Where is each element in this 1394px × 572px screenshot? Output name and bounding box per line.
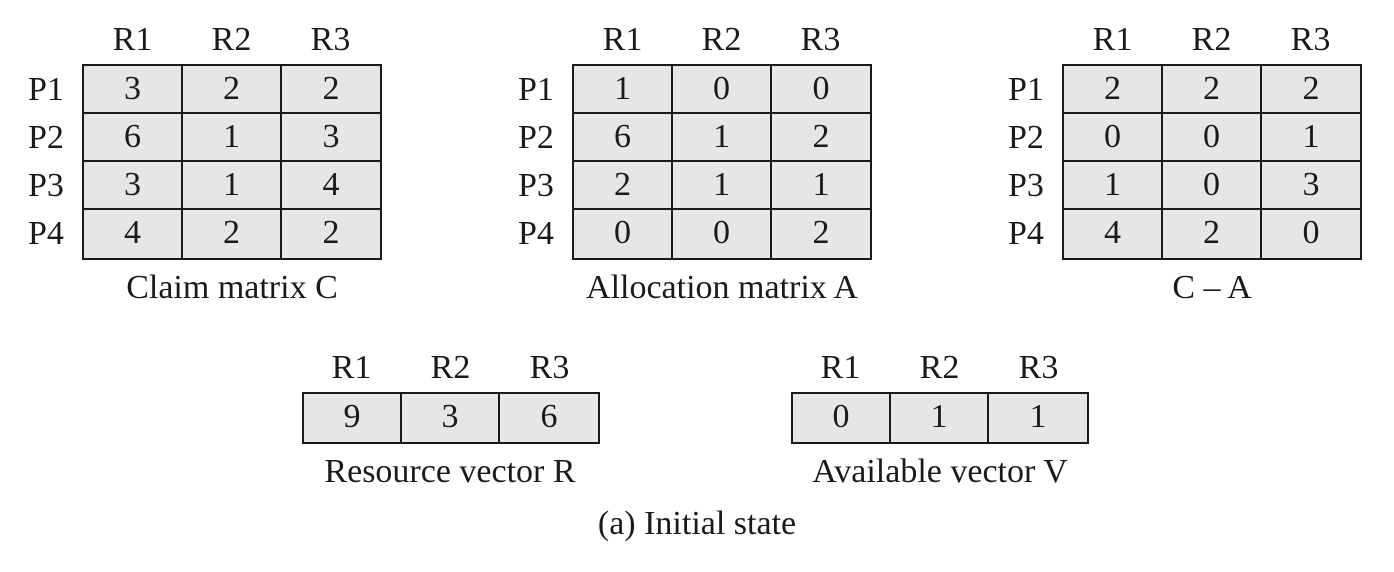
allocation-matrix-grid: 1 0 0 6 1 2 2 1 1 0 0 2 xyxy=(572,64,872,260)
allocation-matrix-column-headers: R1 R2 R3 xyxy=(573,20,871,60)
row-label-p2: P2 xyxy=(28,119,64,156)
row-label-p1: P1 xyxy=(28,71,64,108)
matrix-cell: 2 xyxy=(183,66,282,114)
matrix-cell: 0 xyxy=(1302,214,1320,251)
column-header-r2: R2 xyxy=(430,349,471,386)
column-header-r2: R2 xyxy=(211,21,252,58)
vector-cell: 6 xyxy=(540,398,558,435)
matrix-cell: 1 xyxy=(673,114,772,162)
matrix-cell: 4 xyxy=(84,210,183,258)
matrix-cell: 1 xyxy=(574,66,673,114)
matrix-cell: 2 xyxy=(1262,66,1360,114)
claim-matrix-column-headers: R1 R2 R3 xyxy=(83,20,381,60)
need-matrix-column-headers: R1 R2 R3 xyxy=(1063,20,1361,60)
column-header-r1: R1 xyxy=(1092,21,1133,58)
matrix-cell: 0 xyxy=(673,210,772,258)
resource-vector-column-headers: R1 R2 R3 xyxy=(302,348,600,388)
matrix-cell: 2 xyxy=(282,66,380,114)
row-label-p3: P3 xyxy=(1008,167,1044,204)
row-label-p3: P3 xyxy=(518,167,554,204)
matrix-cell: 0 xyxy=(1064,114,1163,162)
figure-caption: (a) Initial state xyxy=(597,505,797,542)
column-header-r3: R3 xyxy=(800,21,841,58)
vector-cell: 3 xyxy=(402,394,500,442)
matrix-cell: 3 xyxy=(282,114,380,162)
column-header-r1: R1 xyxy=(820,349,861,386)
matrix-cell: 0 xyxy=(673,66,772,114)
matrix-cell: 2 xyxy=(1163,66,1262,114)
matrix-cell: 0 xyxy=(772,66,870,114)
available-vector-caption: Available vector V xyxy=(812,453,1068,490)
matrix-cell: 0 xyxy=(574,210,673,258)
column-header-r2: R2 xyxy=(919,349,960,386)
column-header-r2: R2 xyxy=(701,21,742,58)
matrix-cell: 0 xyxy=(1163,114,1262,162)
allocation-matrix-caption: Allocation matrix A xyxy=(586,269,858,306)
resource-vector-grid: 9 3 6 xyxy=(302,392,600,444)
claim-matrix-block: R1 R2 R3 P1 P2 P3 P4 3 2 2 6 1 3 3 1 4 4… xyxy=(0,0,400,320)
column-header-r1: R1 xyxy=(331,349,372,386)
column-header-r3: R3 xyxy=(1018,349,1059,386)
matrix-cell: 3 xyxy=(84,66,183,114)
matrix-cell: 6 xyxy=(574,114,673,162)
vector-cell: 1 xyxy=(891,394,989,442)
available-vector-block: R1 R2 R3 0 1 1 Available vector V xyxy=(791,348,1089,490)
matrix-cell: 2 xyxy=(1163,210,1262,258)
matrix-cell: 1 xyxy=(772,162,870,210)
matrix-cell: 4 xyxy=(1064,210,1163,258)
matrix-cell: 2 xyxy=(772,114,870,162)
need-matrix-grid: 2 2 2 0 0 1 1 0 3 4 2 0 xyxy=(1062,64,1362,260)
column-header-r1: R1 xyxy=(602,21,643,58)
row-label-p1: P1 xyxy=(1008,71,1044,108)
matrix-cell: 1 xyxy=(1064,162,1163,210)
vector-cell: 1 xyxy=(1029,398,1047,435)
allocation-matrix-block: R1 R2 R3 P1 P2 P3 P4 1 0 0 6 1 2 2 1 1 0… xyxy=(0,0,900,320)
matrix-cell: 3 xyxy=(84,162,183,210)
matrix-cell: 1 xyxy=(183,162,282,210)
matrix-cell: 1 xyxy=(1262,114,1360,162)
matrix-cell: 6 xyxy=(84,114,183,162)
row-label-p2: P2 xyxy=(518,119,554,156)
matrix-cell: 2 xyxy=(574,162,673,210)
row-label-p4: P4 xyxy=(28,215,64,252)
matrix-cell: 3 xyxy=(1262,162,1360,210)
matrix-cell: 2 xyxy=(1064,66,1163,114)
matrix-cell: 1 xyxy=(183,114,282,162)
claim-matrix-caption: Claim matrix C xyxy=(126,269,338,306)
vector-cell: 0 xyxy=(793,394,891,442)
need-matrix-caption: C – A xyxy=(1172,269,1252,306)
matrix-cell: 2 xyxy=(322,214,340,251)
row-label-p4: P4 xyxy=(518,215,554,252)
column-header-r3: R3 xyxy=(1290,21,1331,58)
row-label-p4: P4 xyxy=(1008,215,1044,252)
row-label-p3: P3 xyxy=(28,167,64,204)
matrix-cell: 2 xyxy=(812,214,830,251)
row-label-p1: P1 xyxy=(518,71,554,108)
available-vector-grid: 0 1 1 xyxy=(791,392,1089,444)
matrix-cell: 0 xyxy=(1163,162,1262,210)
column-header-r2: R2 xyxy=(1191,21,1232,58)
column-header-r1: R1 xyxy=(112,21,153,58)
need-matrix-block: R1 R2 R3 P1 P2 P3 P4 2 2 2 0 0 1 1 0 3 4… xyxy=(1008,20,1362,306)
claim-matrix-grid: 3 2 2 6 1 3 3 1 4 4 2 2 xyxy=(82,64,382,260)
resource-vector-block: R1 R2 R3 9 3 6 Resource vector R xyxy=(0,0,700,500)
column-header-r3: R3 xyxy=(310,21,351,58)
resource-vector-caption: Resource vector R xyxy=(324,453,576,490)
column-header-r3: R3 xyxy=(529,349,570,386)
vector-cell: 9 xyxy=(304,394,402,442)
available-vector-column-headers: R1 R2 R3 xyxy=(791,348,1089,388)
matrix-cell: 4 xyxy=(282,162,380,210)
matrix-cell: 1 xyxy=(673,162,772,210)
row-label-p2: P2 xyxy=(1008,119,1044,156)
matrix-cell: 2 xyxy=(183,210,282,258)
